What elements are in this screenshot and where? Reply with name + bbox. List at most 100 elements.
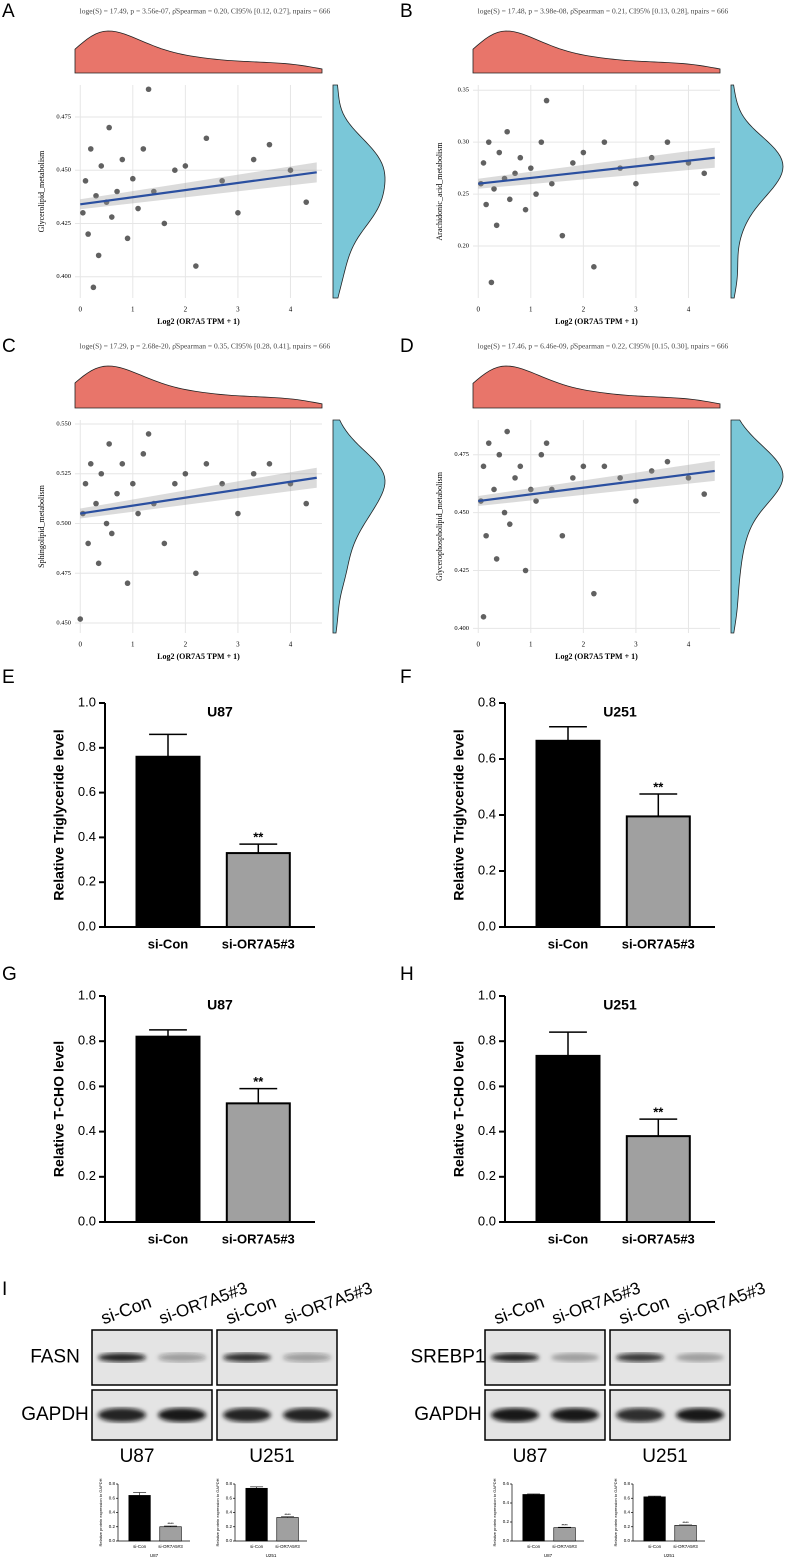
x-axis-label: U87 — [150, 1553, 159, 1558]
x-density — [472, 365, 721, 409]
bar — [522, 1494, 545, 1542]
point — [480, 463, 487, 470]
y-density — [730, 84, 784, 299]
subtitle: loge(S) = 17.29, p = 2.68e-20, ρ̂Spearma… — [80, 342, 331, 351]
point — [82, 480, 89, 487]
point — [480, 160, 487, 166]
y-tick-label: 0.4 — [226, 1510, 233, 1515]
point — [496, 149, 503, 156]
y-density — [730, 419, 784, 634]
panel-letter: D — [400, 336, 414, 357]
x-tick-label: si-Con — [148, 936, 189, 951]
point — [203, 460, 210, 467]
point — [483, 201, 489, 208]
y-tick-label: 0.6 — [78, 1078, 96, 1093]
bar — [625, 1135, 691, 1223]
y-tick-label: 0.2 — [478, 862, 496, 877]
point — [533, 498, 539, 504]
x-axis-label: Log2 (OR7A5 TPM + 1) — [555, 317, 638, 326]
bar — [276, 1517, 299, 1542]
point — [95, 560, 102, 567]
y-tick-label: 0.500 — [56, 520, 71, 527]
y-tick-label: 0.2 — [109, 1524, 116, 1529]
point — [570, 160, 576, 166]
point — [124, 235, 131, 242]
point — [103, 520, 110, 527]
point — [664, 458, 671, 465]
point — [483, 532, 489, 539]
confidence-band — [478, 147, 715, 189]
point — [580, 149, 587, 156]
point — [90, 284, 97, 291]
x-tick-label: 4 — [687, 306, 691, 314]
y-tick-label: 0.475 — [56, 570, 71, 577]
point — [287, 167, 294, 173]
y-axis-label: Sphingolipid_metabolism — [37, 484, 46, 567]
y-tick-label: 0.30 — [458, 139, 469, 146]
point — [522, 567, 529, 574]
point — [601, 463, 608, 470]
bar — [135, 755, 201, 929]
y-tick-label: 0.4 — [503, 1500, 510, 1505]
point — [77, 616, 84, 622]
point — [80, 210, 86, 216]
fit-line — [80, 476, 317, 515]
y-tick-label: 0.4 — [78, 1123, 96, 1138]
point — [193, 570, 199, 577]
point — [114, 490, 120, 497]
blot-label: GAPDH — [414, 1404, 482, 1425]
point — [135, 205, 141, 212]
x-tick-label: 0 — [477, 306, 481, 314]
significance: **** — [167, 1521, 174, 1526]
y-tick-label: 0.6 — [624, 1495, 631, 1500]
y-axis-label: Relative protein expression to GAPDH — [613, 1478, 618, 1546]
y-tick-label: 0.400 — [56, 273, 71, 280]
point — [266, 460, 273, 467]
blot-band — [616, 1408, 664, 1422]
y-tick-label: 0.4 — [478, 1123, 496, 1138]
y-tick-label: 1.0 — [78, 987, 96, 1002]
y-tick-label: 0.450 — [56, 167, 71, 174]
point — [493, 222, 500, 229]
x-tick-label: 0 — [477, 641, 481, 649]
x-tick-label: 4 — [289, 306, 293, 314]
cell-line-label: U251 — [642, 1446, 687, 1467]
point — [135, 510, 141, 517]
point — [506, 196, 513, 203]
y-axis-label: Arachidonic_acid_metabolism — [435, 142, 444, 241]
y-axis-label: Relative T-CHO level — [451, 1041, 467, 1177]
y-tick-label: 0.400 — [454, 625, 469, 632]
point — [601, 139, 608, 145]
bar — [535, 739, 601, 928]
blot-band — [551, 1353, 599, 1362]
y-tick-label: 0.0 — [478, 1213, 496, 1228]
point — [151, 188, 157, 195]
x-tick-label: si-OR7A5#3 — [552, 1544, 577, 1549]
y-tick-label: 0.6 — [478, 1078, 496, 1093]
blot-band — [283, 1353, 331, 1362]
y-tick-label: 0.8 — [478, 1033, 496, 1048]
y-tick-label: 0.6 — [503, 1481, 510, 1486]
point — [533, 191, 539, 197]
point — [491, 186, 497, 192]
blot-band — [158, 1353, 206, 1362]
x-tick-label: 0 — [79, 641, 83, 649]
y-axis-label: Relative protein expression to GAPDH — [98, 1478, 103, 1546]
panel-letter: C — [2, 336, 16, 357]
x-density — [472, 30, 721, 74]
x-tick-label: si-OR7A5#3 — [275, 1544, 300, 1549]
point — [161, 220, 168, 227]
subtitle: loge(S) = 17.48, p = 3.98e-08, ρ̂Spearma… — [478, 7, 729, 16]
point — [235, 510, 241, 517]
blot-label: SREBP1 — [411, 1347, 486, 1368]
significance: ** — [653, 779, 664, 794]
x-density — [74, 365, 323, 409]
point — [98, 163, 105, 169]
x-tick-label: si-Con — [548, 936, 589, 951]
y-tick-label: 0.0 — [109, 1538, 116, 1543]
blot-band — [98, 1353, 146, 1362]
bar — [535, 1054, 601, 1224]
significance: **** — [561, 1522, 568, 1527]
point — [633, 498, 639, 504]
